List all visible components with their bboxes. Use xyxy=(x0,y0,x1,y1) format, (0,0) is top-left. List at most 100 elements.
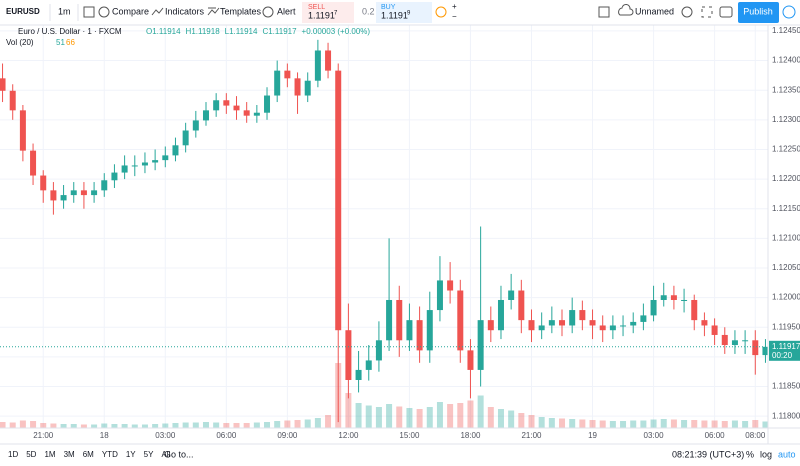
volume-bar xyxy=(467,400,474,428)
volume-bar xyxy=(487,407,494,428)
volume-bar xyxy=(202,422,209,428)
volume-bar xyxy=(131,424,138,428)
candle-body xyxy=(742,340,749,342)
info-icon[interactable] xyxy=(435,6,447,18)
candle-body xyxy=(711,325,718,335)
volume-bar xyxy=(752,420,759,428)
range-button[interactable]: 5Y xyxy=(144,450,154,459)
spread: 0.2 xyxy=(362,6,375,16)
volume-bar xyxy=(345,393,352,428)
volume-bar xyxy=(314,418,321,428)
candle-body xyxy=(477,320,484,370)
candle-body xyxy=(243,110,250,116)
volume-bar xyxy=(274,421,281,428)
plus[interactable]: + xyxy=(452,2,457,11)
buy-box[interactable] xyxy=(376,2,432,23)
candle-body xyxy=(548,320,555,326)
candle-body xyxy=(325,50,332,71)
goto[interactable]: Go to... xyxy=(164,449,194,459)
volume-bar xyxy=(660,419,667,428)
compare-icon[interactable] xyxy=(98,6,110,18)
x-tick-label: 21:00 xyxy=(33,431,54,440)
candle-body xyxy=(396,299,403,341)
candle-body xyxy=(701,320,708,326)
range-button[interactable]: YTD xyxy=(102,450,118,459)
volume-bar xyxy=(365,405,372,428)
cloud-icon xyxy=(618,4,634,16)
y-tick-label: 1.12300 xyxy=(772,115,800,124)
fullscreen-icon[interactable] xyxy=(701,6,713,18)
candle-body xyxy=(436,280,443,311)
y-tick-label: 1.12150 xyxy=(772,204,800,213)
x-tick-label: 18 xyxy=(100,431,109,440)
minus[interactable]: − xyxy=(452,12,457,21)
alert-icon xyxy=(262,6,274,18)
volume-bar xyxy=(70,424,77,428)
candle-body xyxy=(752,340,759,356)
range-button[interactable]: 3M xyxy=(64,450,75,459)
auto-toggle[interactable]: auto xyxy=(778,449,796,459)
candle-body xyxy=(457,290,464,351)
volume-bar xyxy=(243,423,250,428)
candle-body xyxy=(579,310,586,321)
candle-body xyxy=(294,78,301,96)
candle-body xyxy=(345,330,352,380)
range-button[interactable]: 1D xyxy=(8,450,18,459)
buy-pip: 9 xyxy=(407,11,411,17)
alert[interactable]: Alert xyxy=(277,6,296,16)
legend-ohlc-item: C1.11917 xyxy=(262,27,297,36)
sell-box[interactable] xyxy=(302,2,354,23)
checkbox-icon[interactable] xyxy=(598,6,610,18)
clock: 08:21:39 (UTC+3) xyxy=(672,449,744,459)
layout-icon[interactable] xyxy=(83,6,95,18)
candle-body xyxy=(40,175,47,191)
volume-bar xyxy=(0,422,6,428)
legend-ohlc-item: +0.00003 (+0.00%) xyxy=(302,27,371,36)
volume-bar xyxy=(152,424,159,428)
volume-bar xyxy=(172,423,179,428)
buy-price: 1.1191 xyxy=(381,10,408,20)
candle-body xyxy=(60,195,67,201)
countdown: 00:20 xyxy=(772,351,793,360)
publish-button[interactable] xyxy=(738,2,779,23)
range-button[interactable]: 1Y xyxy=(126,450,136,459)
candle-body xyxy=(253,112,260,116)
candle-body xyxy=(620,325,627,327)
indicators[interactable]: Indicators xyxy=(165,6,205,16)
settings-icon[interactable] xyxy=(681,6,693,18)
compare[interactable]: Compare xyxy=(112,6,149,16)
y-tick-label: 1.11800 xyxy=(772,411,800,420)
candle-body xyxy=(172,145,179,156)
log-toggle[interactable]: log xyxy=(760,449,772,459)
x-tick-label: 09:00 xyxy=(277,431,298,440)
candle-body xyxy=(70,190,77,196)
candle-body xyxy=(691,299,698,321)
volume-bar xyxy=(447,404,454,428)
play-icon[interactable] xyxy=(782,5,796,19)
percent-toggle[interactable]: % xyxy=(746,449,754,459)
layout-name[interactable]: Unnamed xyxy=(635,6,674,16)
templates[interactable]: Templates xyxy=(220,6,262,16)
candle-body xyxy=(640,315,647,322)
snapshot-icon[interactable] xyxy=(719,6,733,18)
volume-bar xyxy=(19,420,26,428)
volume-bar xyxy=(497,409,504,428)
y-tick-label: 1.12400 xyxy=(772,56,800,65)
volume-bar xyxy=(609,421,616,428)
candle-body xyxy=(162,155,169,161)
symbol[interactable]: EURUSD xyxy=(6,7,40,16)
range-button[interactable]: All xyxy=(161,450,170,459)
legend-ohlc: O1.11914 H1.11918 L1.11914 C1.11917 +0.00003… xyxy=(146,27,370,36)
range-button[interactable]: 5D xyxy=(26,450,36,459)
publish-label: Publish xyxy=(743,6,773,16)
interval[interactable]: 1m xyxy=(58,6,71,16)
volume-bar xyxy=(538,417,545,428)
sell-price: 1.1191 xyxy=(308,10,335,20)
candle-body xyxy=(335,70,342,331)
volume-bar xyxy=(518,413,525,428)
range-button[interactable]: 6M xyxy=(83,450,94,459)
range-button[interactable]: 1M xyxy=(44,450,55,459)
legend-ohlc-item: H1.11918 xyxy=(186,27,221,36)
y-tick-label: 1.12050 xyxy=(772,263,800,272)
